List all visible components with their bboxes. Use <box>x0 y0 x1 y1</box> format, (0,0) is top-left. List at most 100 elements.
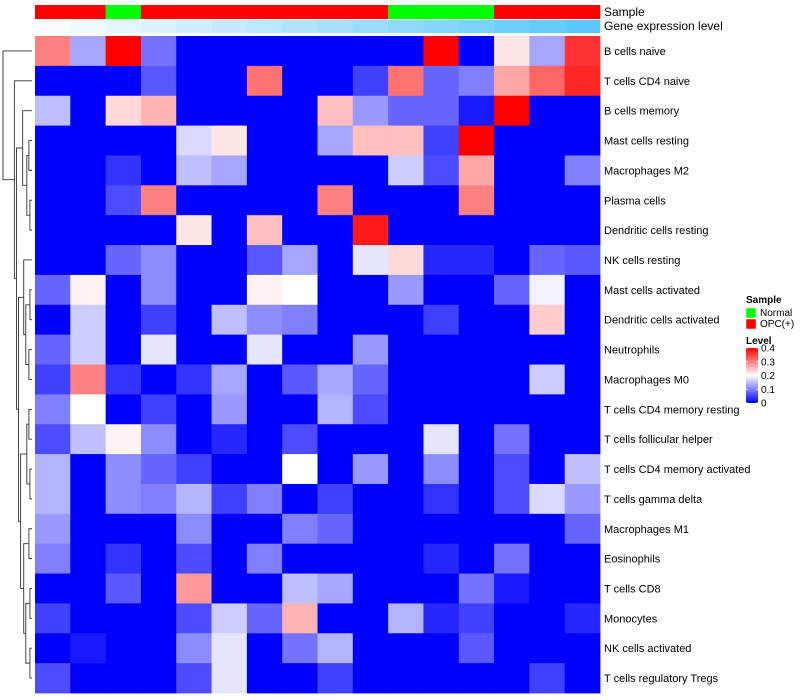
heatmap-cell <box>105 215 142 246</box>
heatmap-cell <box>105 424 142 455</box>
sample-annotation-cell <box>246 5 283 19</box>
heatmap-cell <box>352 633 389 664</box>
gene-expression-annotation-cell <box>176 20 212 33</box>
gene-expression-annotation-cell <box>388 20 424 33</box>
heatmap-cell <box>529 215 566 246</box>
dendrogram-branch <box>29 647 32 679</box>
heatmap-cell <box>317 274 354 306</box>
gene-expression-annotation-cell <box>494 20 530 33</box>
heatmap-cell <box>211 185 248 216</box>
heatmap-cell <box>211 334 248 365</box>
heatmap-cell <box>529 95 566 126</box>
heatmap-cell <box>105 125 142 156</box>
heatmap-cell <box>423 65 460 97</box>
heatmap-cell <box>423 155 460 186</box>
heatmap-cell <box>423 304 460 336</box>
heatmap-cell <box>564 36 601 67</box>
heatmap-cell <box>352 424 389 455</box>
heatmap-cell <box>282 424 318 455</box>
heatmap-cell <box>317 603 354 634</box>
heatmap-cell <box>105 274 142 306</box>
row-label: Mast cells resting <box>604 136 689 148</box>
dendrogram-branch <box>13 80 32 280</box>
heatmap-cell <box>70 633 107 664</box>
heatmap-cell <box>282 65 318 97</box>
heatmap-cell <box>211 483 248 515</box>
heatmap-cell <box>317 125 354 156</box>
heatmap-cell <box>494 334 530 365</box>
heatmap-cell <box>246 364 283 395</box>
heatmap-cell <box>70 543 107 574</box>
row-label: T cells regulatory Tregs <box>604 673 719 685</box>
heatmap-cell <box>35 603 71 634</box>
gene-expression-annotation-cell <box>105 20 142 33</box>
heatmap-cell <box>105 245 142 276</box>
heatmap-cell <box>494 633 530 664</box>
row-label: Eosinophils <box>604 554 661 566</box>
heatmap-cell <box>246 155 283 186</box>
heatmap-cell <box>70 95 107 126</box>
heatmap-cell <box>105 483 142 515</box>
heatmap-cell <box>317 394 354 425</box>
row-label: T cells CD4 memory activated <box>604 464 751 476</box>
heatmap-cell <box>70 155 107 186</box>
heatmap-cell <box>564 454 601 485</box>
dendrogram-branch <box>23 259 32 336</box>
heatmap-cell <box>352 155 389 186</box>
heatmap-cell <box>105 304 142 336</box>
sample-annotation-cell <box>140 5 177 19</box>
heatmap-cell <box>458 364 495 395</box>
heatmap-cell <box>458 454 495 485</box>
heatmap-cell <box>105 603 142 634</box>
heatmap-cell <box>529 663 566 694</box>
heatmap-cell <box>564 274 601 306</box>
heatmap-cell <box>176 364 212 395</box>
heatmap-cell <box>423 274 460 306</box>
heatmap-cell <box>176 543 212 574</box>
heatmap-cell <box>140 304 177 336</box>
dendrogram-branch <box>18 296 24 522</box>
heatmap-cell <box>140 663 177 694</box>
heatmap-cell <box>246 454 283 485</box>
row-label: B cells memory <box>604 106 680 118</box>
heatmap-cell <box>282 633 318 664</box>
heatmap-cell <box>388 603 424 634</box>
heatmap-cell <box>458 663 495 694</box>
heatmap-cell <box>35 483 71 515</box>
gene-expression-annotation-label: Gene expression level <box>604 19 723 33</box>
heatmap-cell <box>529 513 566 545</box>
heatmap-cell <box>140 364 177 395</box>
heatmap-cell <box>105 334 142 365</box>
heatmap-cell <box>564 663 601 694</box>
heatmap-cell <box>317 334 354 365</box>
heatmap-cell <box>282 603 318 634</box>
heatmap-cell <box>317 65 354 97</box>
sample-legend-swatch-normal <box>745 307 757 319</box>
heatmap-cell <box>317 245 354 276</box>
sample-annotation-cell <box>35 5 71 19</box>
heatmap-cell <box>458 215 495 246</box>
heatmap-cell <box>564 573 601 604</box>
heatmap-cell <box>211 65 248 97</box>
heatmap-cell <box>352 304 389 336</box>
heatmap-cell <box>70 573 107 604</box>
heatmap-cell <box>564 513 601 545</box>
heatmap-cell <box>494 155 530 186</box>
heatmap-cell <box>388 663 424 694</box>
heatmap-cell <box>176 155 212 186</box>
heatmap-cell <box>317 215 354 246</box>
heatmap-cell <box>211 424 248 455</box>
heatmap-cell <box>176 125 212 156</box>
heatmap-cell <box>564 155 601 186</box>
row-label: Mast cells activated <box>604 285 700 297</box>
heatmap-cell <box>140 543 177 574</box>
level-legend-ticks: 0.4 0.3 0.2 0.1 0 <box>746 344 775 410</box>
heatmap-cell <box>246 424 283 455</box>
heatmap-cell <box>140 483 177 515</box>
heatmap-cell <box>105 185 142 216</box>
heatmap-cell <box>388 65 424 97</box>
heatmap-cell <box>388 274 424 306</box>
dendrogram-branch <box>28 528 32 560</box>
heatmap-cell <box>458 36 495 67</box>
heatmap-cell <box>140 245 177 276</box>
